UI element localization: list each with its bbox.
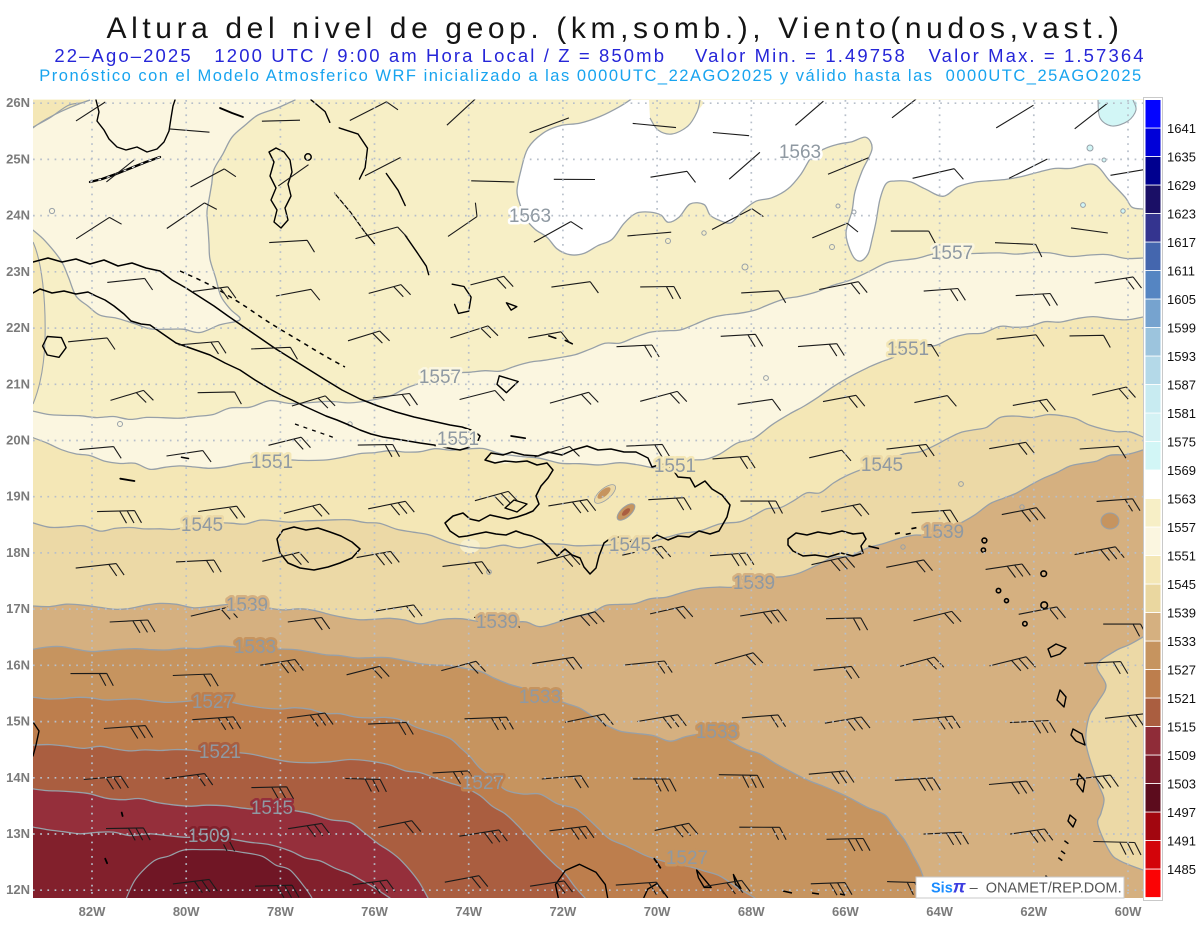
svg-text:1497: 1497 (1167, 805, 1196, 820)
svg-text:1587: 1587 (1167, 378, 1196, 393)
svg-text:25N: 25N (6, 151, 30, 166)
svg-text:1629: 1629 (1167, 178, 1196, 193)
svg-text:1599: 1599 (1167, 321, 1196, 336)
svg-text:1503: 1503 (1167, 777, 1196, 792)
svg-text:1527: 1527 (462, 773, 504, 794)
svg-text:62W: 62W (1020, 904, 1047, 919)
svg-text:13N: 13N (6, 826, 30, 841)
svg-text:1545: 1545 (609, 535, 651, 556)
svg-text:1515: 1515 (251, 798, 293, 819)
svg-text:17N: 17N (6, 601, 30, 616)
svg-text:21N: 21N (6, 376, 30, 391)
svg-text:1527: 1527 (1167, 663, 1196, 678)
svg-text:1527: 1527 (192, 692, 234, 713)
svg-text:1617: 1617 (1167, 235, 1196, 250)
svg-text:1539: 1539 (922, 522, 964, 543)
svg-text:1623: 1623 (1167, 207, 1196, 222)
svg-text:1611: 1611 (1167, 264, 1195, 279)
svg-text:1485: 1485 (1167, 862, 1196, 877)
svg-text:60W: 60W (1115, 904, 1142, 919)
svg-text:1557: 1557 (931, 243, 973, 264)
svg-text:1557: 1557 (419, 367, 461, 388)
svg-text:82W: 82W (79, 904, 106, 919)
svg-text:26N: 26N (6, 95, 30, 110)
svg-text:15N: 15N (6, 714, 30, 729)
svg-text:1545: 1545 (861, 455, 903, 476)
svg-text:Pronóstico con el Modelo Atmos: Pronóstico con el Modelo Atmosferico WRF… (39, 67, 1142, 85)
svg-text:14N: 14N (6, 770, 30, 785)
svg-text:12N: 12N (6, 882, 30, 897)
svg-text:1641: 1641 (1167, 121, 1196, 136)
svg-text:64W: 64W (926, 904, 953, 919)
svg-text:23N: 23N (6, 264, 30, 279)
svg-text:70W: 70W (644, 904, 671, 919)
svg-text:1533: 1533 (1167, 634, 1196, 649)
svg-text:18N: 18N (6, 545, 30, 560)
svg-text:1605: 1605 (1167, 292, 1196, 307)
svg-text:1509: 1509 (1167, 748, 1196, 763)
svg-text:1551: 1551 (1167, 549, 1196, 564)
svg-text:1551: 1551 (251, 452, 293, 473)
svg-text:1557: 1557 (1167, 520, 1196, 535)
svg-text:22–Ago–2025 1200 UTC / 9:00: 22–Ago–2025 1200 UTC / 9:00 am Hora Loca… (54, 45, 1145, 66)
svg-text:1533: 1533 (696, 722, 738, 743)
svg-text:1545: 1545 (1167, 577, 1196, 592)
svg-text:78W: 78W (267, 904, 294, 919)
svg-text:1581: 1581 (1167, 406, 1196, 421)
svg-text:16N: 16N (6, 657, 30, 672)
svg-text:1539: 1539 (226, 595, 268, 616)
svg-text:1569: 1569 (1167, 463, 1196, 478)
svg-text:1515: 1515 (1167, 720, 1196, 735)
svg-text:66W: 66W (832, 904, 859, 919)
svg-text:1563: 1563 (509, 206, 551, 227)
svg-text:1521: 1521 (199, 742, 241, 763)
svg-text:1545: 1545 (181, 515, 223, 536)
svg-text:Sisπ – ONAMET/REP.DOM.: Sisπ – ONAMET/REP.DOM. (931, 877, 1122, 897)
svg-text:72W: 72W (550, 904, 577, 919)
svg-text:80W: 80W (173, 904, 200, 919)
svg-text:1563: 1563 (779, 142, 821, 163)
svg-text:19N: 19N (6, 489, 30, 504)
svg-text:1563: 1563 (1167, 492, 1196, 507)
svg-text:24N: 24N (6, 208, 30, 223)
svg-text:1533: 1533 (234, 637, 276, 658)
svg-text:1539: 1539 (1167, 606, 1196, 621)
svg-text:1551: 1551 (654, 456, 696, 477)
svg-text:68W: 68W (738, 904, 765, 919)
svg-text:76W: 76W (361, 904, 388, 919)
svg-text:1521: 1521 (1167, 691, 1196, 706)
svg-text:1551: 1551 (887, 339, 929, 360)
svg-text:1533: 1533 (519, 687, 561, 708)
svg-text:1635: 1635 (1167, 150, 1196, 165)
svg-text:22N: 22N (6, 320, 30, 335)
svg-text:1551: 1551 (437, 429, 479, 450)
svg-text:1539: 1539 (476, 612, 518, 633)
svg-text:20N: 20N (6, 433, 30, 448)
svg-text:1539: 1539 (733, 573, 775, 594)
svg-text:1509: 1509 (188, 826, 230, 847)
svg-text:1575: 1575 (1167, 435, 1196, 450)
svg-text:1491: 1491 (1167, 834, 1196, 849)
svg-text:1593: 1593 (1167, 349, 1196, 364)
svg-text:Altura del nivel de geop. (km,: Altura del nivel de geop. (km,somb.), Vi… (106, 12, 1123, 45)
svg-text:74W: 74W (455, 904, 482, 919)
svg-text:1527: 1527 (666, 848, 708, 869)
